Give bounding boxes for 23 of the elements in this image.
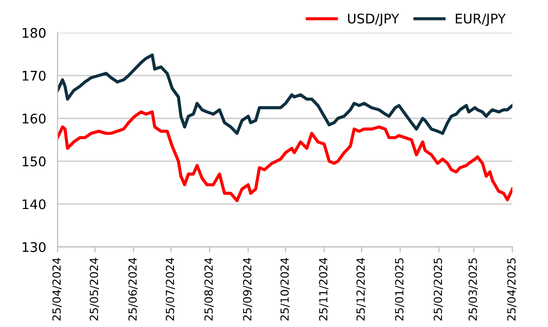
y-tick-label: 140 [22, 199, 46, 210]
x-tick-label: 25/03/2025 [468, 258, 478, 321]
legend-label: EUR/JPY [456, 14, 506, 26]
y-tick-label: 160 [22, 114, 46, 124]
x-tick-label: 25/12/2024 [356, 258, 366, 321]
x-tick-label: 25/10/2024 [280, 258, 290, 321]
y-tick-label: 170 [22, 70, 46, 81]
y-tick-label: 130 [22, 242, 46, 252]
x-tick-label: 25/08/2024 [204, 258, 214, 321]
x-tick-label: 25/07/2024 [166, 258, 176, 321]
x-tick-label: 25/05/2024 [90, 258, 100, 321]
legend-label: USD/JPY [348, 14, 400, 26]
x-tick-label: 25/01/2025 [395, 258, 404, 321]
line-series [58, 110, 512, 202]
x-tick-label: 25/11/2024 [319, 258, 328, 321]
x-tick-label: 25/06/2024 [128, 258, 138, 321]
x-tick-label: 25/04/2025 [507, 258, 516, 321]
x-tick-label: 25/09/2024 [243, 258, 252, 321]
x-tick-label: 25/04/2024 [52, 258, 62, 321]
line-series [58, 53, 512, 135]
y-tick-label: 180 [22, 28, 46, 38]
y-tick-label: 150 [22, 156, 46, 166]
x-tick-label: 25/02/2025 [434, 258, 443, 321]
